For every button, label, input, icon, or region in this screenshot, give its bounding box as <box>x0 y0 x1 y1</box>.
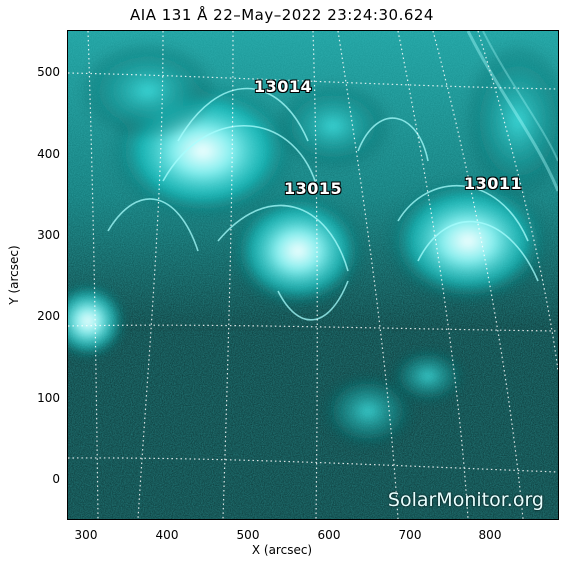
image-title: AIA 131 Å 22–May–2022 23:24:30.624 <box>130 6 434 24</box>
heliographic-grid <box>68 31 558 519</box>
x-tick: 400 <box>155 528 179 542</box>
solar-image-panel: 13014 13015 13011 SolarMonitor.org <box>67 30 559 520</box>
x-tick: 300 <box>74 528 98 542</box>
watermark: SolarMonitor.org <box>387 489 544 511</box>
x-tick: 600 <box>317 528 341 542</box>
coronal-loops <box>107 31 558 321</box>
active-region-13015-label: 13015 <box>284 179 343 198</box>
y-axis-label: Y (arcsec) <box>7 245 21 305</box>
x-axis-label: X (arcsec) <box>251 543 313 557</box>
y-tick: 300 <box>37 228 60 242</box>
y-tick: 500 <box>37 65 60 79</box>
emission-regions <box>68 41 558 451</box>
x-tick: 700 <box>398 528 422 542</box>
active-region-13011-label: 13011 <box>464 174 523 193</box>
x-tick: 800 <box>478 528 502 542</box>
x-tick: 500 <box>236 528 260 542</box>
solar-image <box>68 31 558 519</box>
y-tick: 200 <box>37 309 60 323</box>
active-region-13014-label: 13014 <box>254 77 313 96</box>
y-tick: 0 <box>52 472 60 486</box>
y-tick: 400 <box>37 147 60 161</box>
y-tick: 100 <box>37 391 60 405</box>
